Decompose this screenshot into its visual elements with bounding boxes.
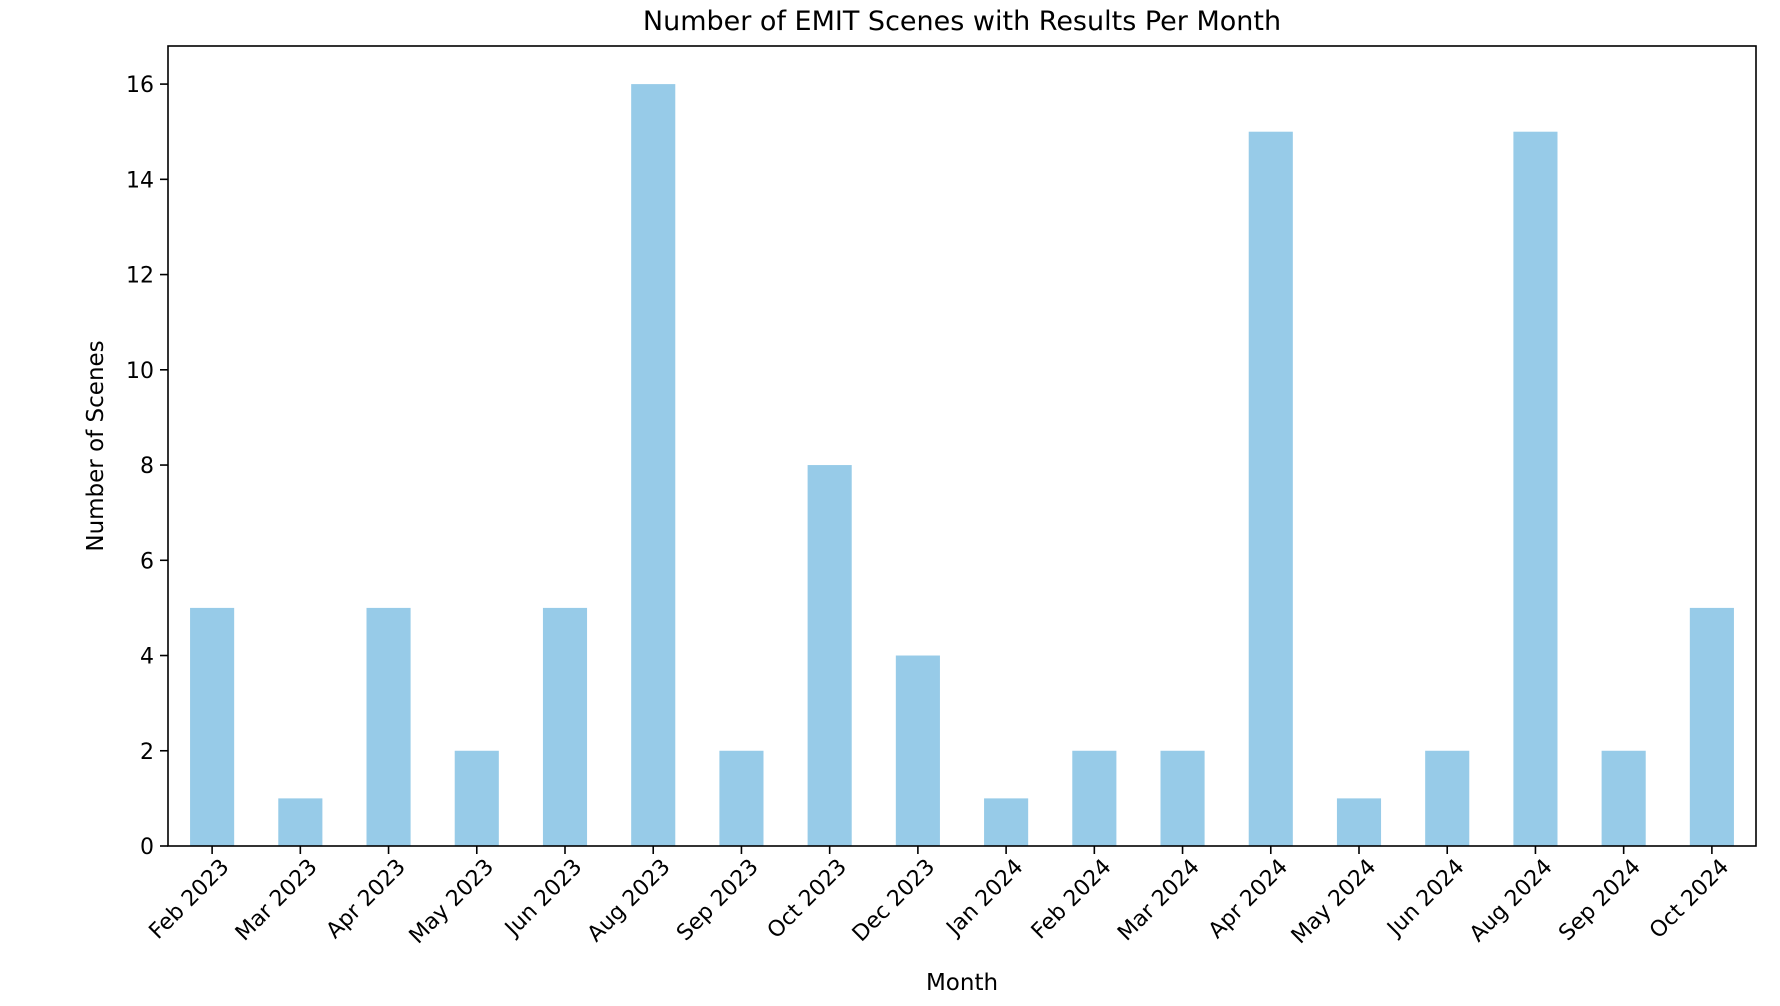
y-tick-label: 6 [140, 549, 154, 574]
y-tick-label: 4 [140, 645, 154, 670]
x-tick-label: Feb 2024 [1027, 855, 1117, 945]
bar-may-2024 [1336, 798, 1382, 846]
x-tick-label: Sep 2024 [1554, 855, 1646, 947]
bar-jun-2023 [542, 607, 588, 846]
x-tick-label: Mar 2024 [1113, 855, 1205, 947]
bar-mar-2023 [278, 798, 323, 846]
x-tick-label: Jan 2024 [941, 855, 1029, 943]
x-tick-label: Aug 2024 [1465, 855, 1558, 948]
x-tick-label: Aug 2023 [583, 855, 676, 948]
x-tick-label: Oct 2023 [763, 855, 852, 944]
bar-sep-2023 [719, 750, 764, 846]
x-tick-label: Dec 2023 [848, 855, 940, 947]
y-tick-label: 10 [126, 359, 154, 384]
x-tick-label: Mar 2023 [231, 855, 323, 947]
y-tick-label: 8 [140, 454, 154, 479]
x-tick-label: Oct 2024 [1645, 855, 1734, 944]
y-tick-label: 2 [140, 740, 154, 765]
bar-jun-2024 [1425, 750, 1470, 846]
y-tick-label: 16 [126, 73, 154, 98]
bar-apr-2023 [366, 607, 411, 846]
bar-aug-2023 [631, 84, 676, 847]
bar-mar-2024 [1160, 750, 1205, 846]
x-tick-label: Feb 2023 [145, 855, 235, 945]
bars-layer [190, 84, 1734, 847]
y-tick-label: 12 [126, 264, 154, 289]
x-tick-label: Sep 2023 [672, 855, 764, 947]
x-tick-label: Apr 2023 [322, 855, 411, 944]
y-tick-label: 0 [140, 835, 154, 860]
x-tick-label: Apr 2024 [1204, 855, 1293, 944]
bar-aug-2024 [1513, 131, 1558, 846]
bar-feb-2024 [1072, 750, 1117, 846]
x-axis-title: Month [926, 970, 998, 996]
bar-may-2023 [454, 750, 499, 846]
bar-dec-2023 [895, 655, 940, 846]
chart-title: Number of EMIT Scenes with Results Per M… [643, 6, 1281, 37]
y-axis-title: Number of Scenes [83, 340, 109, 551]
bar-sep-2024 [1601, 750, 1646, 846]
bar-feb-2023 [190, 607, 235, 846]
x-tick-label: May 2024 [1287, 855, 1381, 949]
bar-jan-2024 [984, 798, 1029, 846]
y-tick-label: 14 [126, 168, 154, 193]
bar-oct-2024 [1689, 607, 1734, 846]
plot-frame [167, 45, 1757, 847]
bar-oct-2023 [807, 465, 852, 846]
x-tick-label: Jun 2023 [499, 855, 587, 943]
x-tick-label: May 2023 [405, 855, 499, 949]
bar-apr-2024 [1248, 131, 1293, 846]
x-tick-label: Jun 2024 [1382, 855, 1470, 943]
